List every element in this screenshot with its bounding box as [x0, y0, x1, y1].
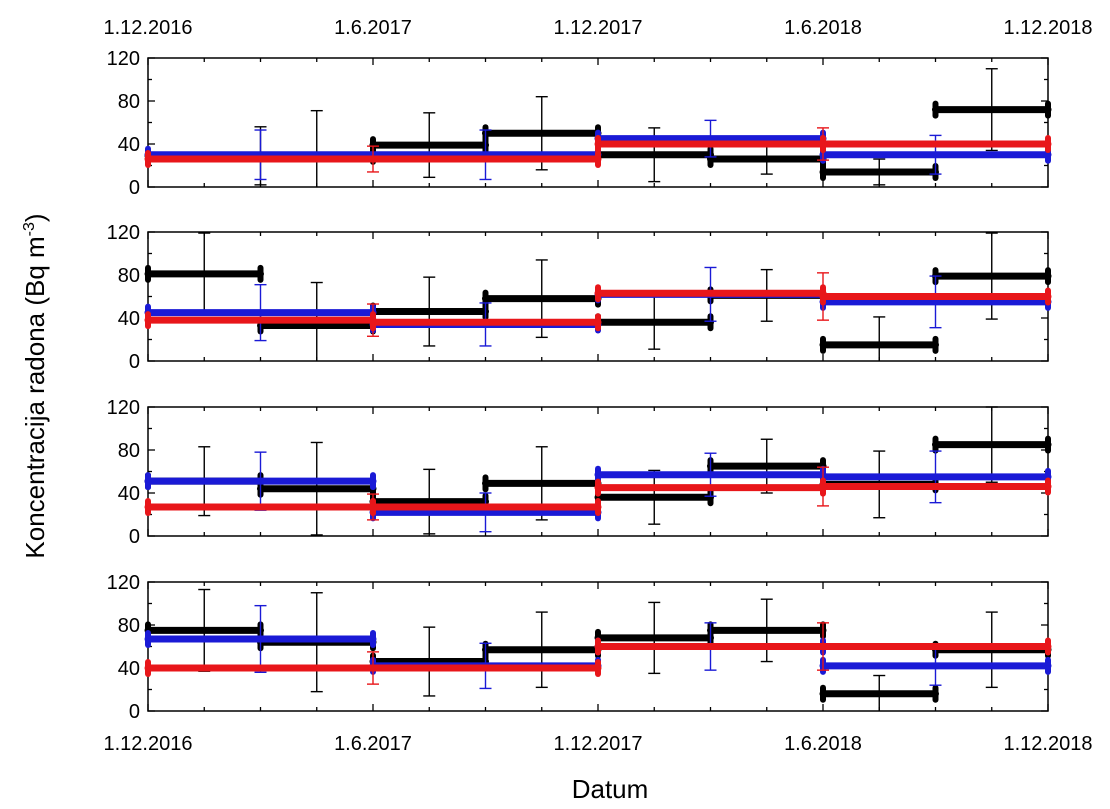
x-tick-label-top: 1.6.2018: [784, 17, 862, 39]
x-axis-title: Datum: [572, 774, 649, 804]
series-black: [144, 406, 1052, 536]
x-tick-label-bottom: 1.6.2018: [784, 733, 862, 755]
panels-layer: 0 40 80 120 0 40 80 120 0 40 80 120 0 40 80 120: [107, 48, 1052, 723]
panel-2: 0 40 80 120: [107, 222, 1052, 373]
series-red: [144, 127, 1052, 173]
y-axis-title-superscript: -3: [21, 222, 38, 236]
y-tick-label: 0: [129, 351, 140, 373]
error-bar: [873, 316, 886, 361]
y-tick-label: 40: [118, 483, 140, 505]
y-tick-label: 120: [107, 572, 140, 594]
x-tick-label-top: 1.12.2017: [554, 17, 643, 39]
series-black: [144, 68, 1052, 187]
y-tick-label: 0: [129, 177, 140, 199]
y-tick-label: 40: [118, 134, 140, 156]
y-tick-label: 0: [129, 701, 140, 723]
y-tick-label: 120: [107, 222, 140, 244]
y-tick-label: 0: [129, 526, 140, 548]
series-red: [144, 466, 1052, 521]
x-tick-label-top: 1.6.2017: [334, 17, 412, 39]
error-bar: [310, 109, 323, 187]
x-tick-label-top: 1.12.2016: [104, 17, 193, 39]
y-tick-label: 80: [118, 440, 140, 462]
x-tick-label-bottom: 1.12.2018: [1004, 733, 1093, 755]
y-axis-title-close: ): [20, 213, 50, 222]
y-tick-label: 120: [107, 48, 140, 70]
y-axis-title-main: Koncentracija radona (Bq m: [20, 236, 50, 558]
y-tick-label: 120: [107, 397, 140, 419]
labels-layer: Datum Koncentracija radona (Bq m-3): [20, 213, 648, 804]
y-tick-label: 40: [118, 658, 140, 680]
panel-1: 0 40 80 120: [107, 48, 1052, 199]
panel-4: 0 40 80 120: [107, 572, 1052, 723]
x-tick-label-top: 1.12.2018: [1004, 17, 1093, 39]
y-axis-title: Koncentracija radona (Bq m-3): [20, 213, 50, 558]
y-tick-label: 80: [118, 91, 140, 113]
series-red: [144, 272, 1052, 337]
y-tick-label: 80: [118, 615, 140, 637]
x-tick-label-bottom: 1.12.2017: [554, 733, 643, 755]
y-tick-label: 40: [118, 308, 140, 330]
x-tick-label-bottom: 1.6.2017: [334, 733, 412, 755]
series-red: [144, 622, 1052, 685]
panel-3: 0 40 80 120: [107, 397, 1052, 548]
y-tick-label: 80: [118, 265, 140, 287]
x-tick-label-bottom: 1.12.2016: [104, 733, 193, 755]
